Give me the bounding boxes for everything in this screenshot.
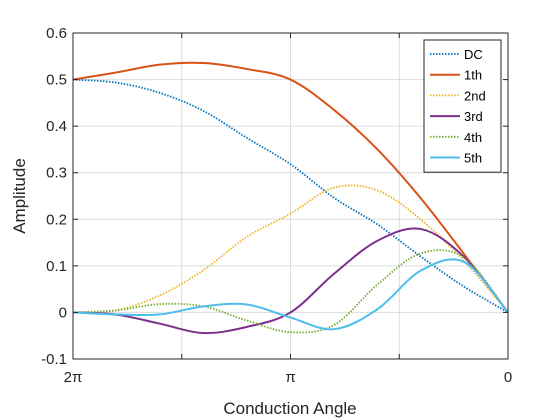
y-tick-label: 0.5: [46, 72, 67, 89]
legend-label-2nd: 2nd: [464, 88, 486, 103]
legend-label-5th: 5th: [464, 151, 482, 166]
series-lines: [72, 61, 509, 335]
x-tick-label: 0: [504, 369, 512, 386]
series-line-5th: [72, 258, 509, 331]
y-tick-label: 0.4: [46, 118, 67, 135]
series-line-3rd: [72, 227, 509, 335]
series-line-1th: [72, 61, 509, 314]
legend-box: [423, 39, 502, 173]
y-tick-label: 0.6: [46, 25, 67, 42]
x-tick-label: π: [285, 369, 295, 386]
y-tick-label: 0.3: [46, 165, 67, 182]
y-tick-label: 0.1: [46, 258, 67, 275]
y-tick-label: -0.1: [41, 351, 67, 368]
legend-label-4th: 4th: [464, 130, 482, 145]
y-axis-label: Amplitude: [10, 158, 29, 234]
y-tick-label: 0.2: [46, 211, 67, 228]
series-line-dc: [72, 78, 509, 314]
x-tick-label: 2π: [64, 369, 83, 386]
series-line-4th: [72, 249, 509, 334]
legend-label-dc: DC: [464, 47, 483, 62]
ticks: -0.1 0 0.1 0.2 0.3 0.4 0.5 0.6 2π π 0: [41, 25, 512, 386]
legend-label-1th: 1th: [464, 68, 482, 83]
y-tick-label: 0: [59, 304, 67, 321]
x-axis-label: Conduction Angle: [223, 399, 356, 418]
legend-label-3rd: 3rd: [464, 109, 483, 124]
series-line-2nd: [72, 184, 509, 314]
legend: DC 1th 2nd 3rd 4th 5th: [423, 39, 502, 173]
